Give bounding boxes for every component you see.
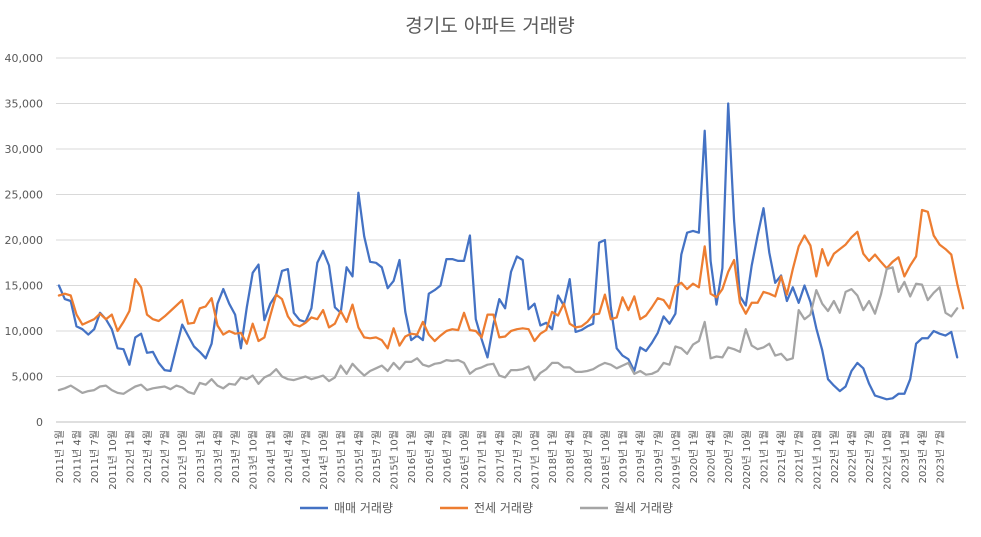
x-tick-label: 2014년 7월: [301, 430, 313, 483]
x-tick-label: 2019년 4월: [635, 430, 647, 483]
x-tick-label: 2023년 7월: [935, 430, 947, 483]
x-tick-label: 2018년 10월: [600, 430, 612, 490]
x-tick-label: 2020년 7월: [723, 430, 735, 483]
y-tick-label: 10,000: [5, 325, 44, 338]
x-tick-label: 2016년 4월: [424, 430, 436, 483]
x-tick-label: 2021년 1월: [758, 430, 770, 483]
x-tick-label: 2020년 4월: [706, 430, 718, 483]
legend-label: 전세 거래량: [474, 501, 533, 515]
legend: 매매 거래량 전세 거래량 월세 거래량: [300, 501, 673, 515]
x-tick-label: 2011년 4월: [72, 430, 84, 483]
x-tick-label: 2014년 1월: [265, 430, 277, 483]
x-tick-label: 2011년 1월: [54, 430, 66, 483]
x-tick-label: 2021년 4월: [776, 430, 788, 483]
x-tick-label: 2019년 1월: [618, 430, 630, 483]
x-tick-label: 2013년 10월: [248, 430, 260, 490]
x-tick-label: 2022년 1월: [829, 430, 841, 483]
y-tick-label: 25,000: [5, 189, 44, 202]
x-tick-label: 2017년 7월: [512, 430, 524, 483]
legend-item-2: 월세 거래량: [580, 501, 673, 515]
x-tick-label: 2023년 4월: [917, 430, 929, 483]
legend-label: 매매 거래량: [334, 501, 393, 515]
x-tick-label: 2012년 1월: [124, 430, 136, 483]
x-tick-label: 2014년 10월: [318, 430, 330, 490]
x-tick-label: 2012년 10월: [177, 430, 189, 490]
x-tick-label: 2022년 10월: [882, 430, 894, 490]
series-line-1: [57, 208, 965, 350]
x-tick-label: 2022년 4월: [847, 430, 859, 483]
x-tick-label: 2015년 10월: [389, 430, 401, 490]
x-tick-label: 2020년 1월: [688, 430, 700, 483]
x-tick-label: 2012년 4월: [142, 430, 154, 483]
x-tick-label: 2018년 1월: [547, 430, 559, 483]
y-tick-label: 30,000: [5, 143, 44, 156]
x-tick-label: 2015년 1월: [336, 430, 348, 483]
y-tick-label: 15,000: [5, 280, 44, 293]
x-tick-label: 2021년 10월: [811, 430, 823, 490]
chart-title: 경기도 아파트 거래량: [405, 15, 574, 37]
y-tick-label: 0: [36, 416, 43, 429]
x-tick-label: 2018년 4월: [565, 430, 577, 483]
x-tick-label: 2021년 7월: [794, 430, 806, 483]
x-tick-label: 2020년 10월: [741, 430, 753, 490]
x-tick-label: 2022년 7월: [864, 430, 876, 483]
series-line-0: [57, 102, 959, 401]
x-tick-label: 2016년 7월: [441, 430, 453, 483]
y-tick-label: 20,000: [5, 234, 44, 247]
legend-item-1: 전세 거래량: [440, 501, 533, 515]
series-line-2: [57, 266, 959, 395]
x-tick-label: 2018년 7월: [582, 430, 594, 483]
x-axis-ticks: 2011년 1월 2011년 4월 2011년 7월 2011년 10월 2012년 1…: [54, 430, 947, 490]
y-tick-label: 5,000: [12, 371, 44, 384]
series-lines: [57, 102, 965, 401]
y-tick-label: 35,000: [5, 98, 44, 111]
x-tick-label: 2013년 7월: [230, 430, 242, 483]
legend-item-0: 매매 거래량: [300, 501, 393, 515]
x-tick-label: 2011년 7월: [89, 430, 101, 483]
x-tick-label: 2017년 10월: [529, 430, 541, 490]
x-tick-label: 2019년 7월: [653, 430, 665, 483]
x-tick-label: 2015년 7월: [371, 430, 383, 483]
x-tick-label: 2017년 1월: [477, 430, 489, 483]
x-tick-label: 2013년 1월: [195, 430, 207, 483]
x-tick-label: 2013년 4월: [212, 430, 224, 483]
x-tick-label: 2023년 1월: [899, 430, 911, 483]
x-tick-label: 2012년 7월: [160, 430, 172, 483]
x-tick-label: 2014년 4월: [283, 430, 295, 483]
y-tick-label: 40,000: [5, 52, 44, 65]
x-tick-label: 2011년 10월: [107, 430, 119, 490]
x-tick-label: 2015년 4월: [353, 430, 365, 483]
x-tick-label: 2017년 4월: [494, 430, 506, 483]
x-tick-label: 2016년 10월: [459, 430, 471, 490]
gridlines: [56, 57, 966, 423]
y-axis-ticks: 0 5,000 10,000 15,000 20,000 25,000 30,000 35,0…: [5, 52, 44, 429]
x-tick-label: 2016년 1월: [406, 430, 418, 483]
x-tick-label: 2019년 10월: [670, 430, 682, 490]
legend-label: 월세 거래량: [614, 501, 673, 515]
